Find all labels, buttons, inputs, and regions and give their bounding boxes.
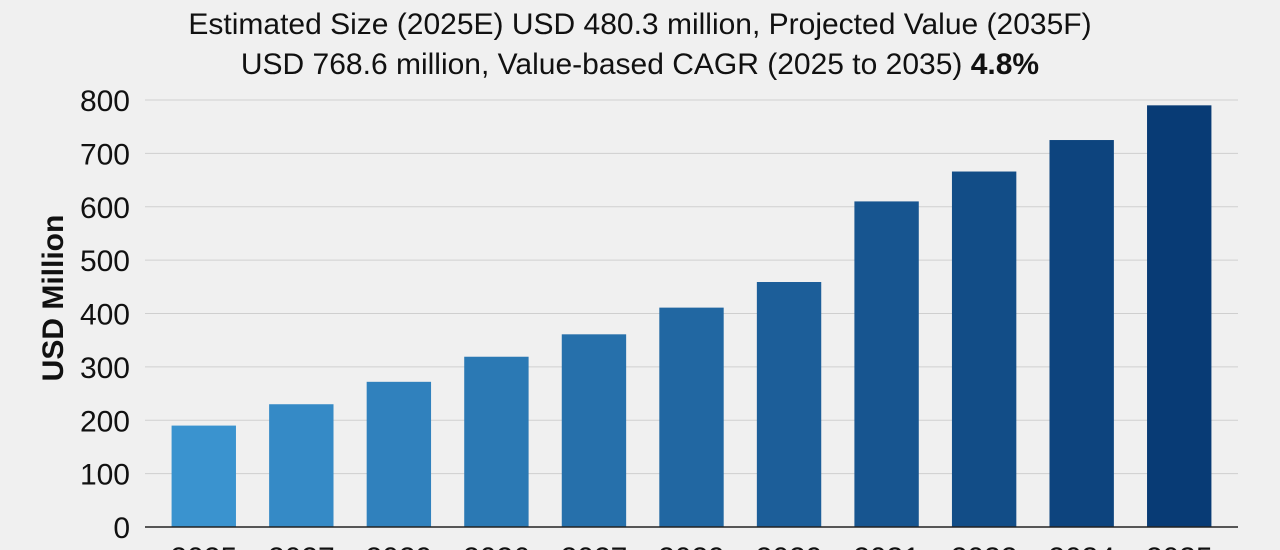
y-tick-label: 600 <box>80 192 130 225</box>
bar-2031 <box>854 201 919 527</box>
y-axis-ticks: 0 100 200 300 400 500 600 700 800 <box>80 85 130 545</box>
x-tick-label: 2029 <box>658 542 725 550</box>
bar-2025 <box>171 425 236 527</box>
y-tick-label: 800 <box>80 85 130 118</box>
bar-2029 <box>756 282 822 527</box>
x-tick-label: 2027 <box>268 542 335 550</box>
x-tick-label: 2034 <box>1048 542 1115 550</box>
y-tick-label: 500 <box>80 245 130 278</box>
y-tick-label: 700 <box>80 138 130 171</box>
bar-2027 <box>269 404 334 527</box>
bar-2032 <box>951 171 1017 527</box>
y-tick-label: 100 <box>80 459 130 492</box>
x-tick-label: 2026 <box>463 542 530 550</box>
y-tick-label: 400 <box>80 299 130 332</box>
bars <box>171 105 1212 528</box>
x-tick-label: 2027 <box>561 542 628 550</box>
bar-2027 <box>561 334 627 527</box>
chart-title-line-2-text: USD 768.6 million, Value-based CAGR (202… <box>241 48 971 81</box>
y-tick-label: 0 <box>113 512 130 545</box>
x-tick-label: 2035 <box>1146 542 1213 550</box>
y-axis-title: USD Million <box>37 215 70 382</box>
x-tick-label: 2025 <box>170 542 237 550</box>
y-tick-label: 200 <box>80 405 130 438</box>
bar-2026 <box>464 356 529 527</box>
bar-2035 <box>1147 105 1212 528</box>
bar-2029 <box>659 307 724 527</box>
cagr-value: 4.8% <box>971 48 1039 81</box>
chart-title-line-2: USD 768.6 million, Value-based CAGR (202… <box>241 48 1039 81</box>
bar-2029 <box>366 381 432 527</box>
x-tick-label: 2031 <box>853 542 920 550</box>
chart-title-line-1: Estimated Size (2025E) USD 480.3 million… <box>188 8 1091 41</box>
y-tick-label: 300 <box>80 352 130 385</box>
x-tick-label: 2032 <box>951 542 1018 550</box>
x-axis-ticks: 2025 2027 2029 2026 2027 2029 2029 2031 2032 2034… <box>170 542 1212 550</box>
bar-2034 <box>1049 140 1114 527</box>
x-tick-label: 2029 <box>756 542 823 550</box>
x-tick-label: 2029 <box>365 542 432 550</box>
